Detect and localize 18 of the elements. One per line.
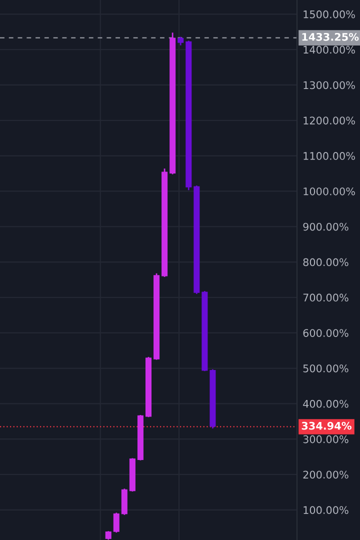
y-tick-label: 700.00%	[303, 294, 348, 302]
y-tick-label: 1300.00%	[304, 81, 355, 90]
y-tick-label: 1500.00%	[304, 10, 355, 18]
y-tick-label: 1000.00%	[304, 187, 355, 196]
y-tick-label: 600.00%	[303, 329, 348, 337]
y-tick-label: 900.00%	[303, 222, 348, 231]
y-tick-label: 300.00%	[303, 435, 348, 444]
candlestick	[113, 512, 120, 534]
y-tick-label: 400.00%	[303, 400, 348, 408]
ref-line-label: 334.94%	[302, 422, 352, 430]
y-tick-label: 500.00%	[303, 364, 348, 372]
y-tick-label: 1400.00%	[304, 46, 355, 54]
y-tick-label: 200.00%	[303, 470, 348, 479]
y-tick-label: 1100.00%	[304, 152, 355, 160]
y-tick-label: 1200.00%	[304, 116, 355, 124]
y-tick-label: 800.00%	[303, 258, 348, 266]
y-tick-label: 100.00%	[304, 506, 348, 514]
ref-line-label: 1433.25%	[302, 32, 359, 41]
